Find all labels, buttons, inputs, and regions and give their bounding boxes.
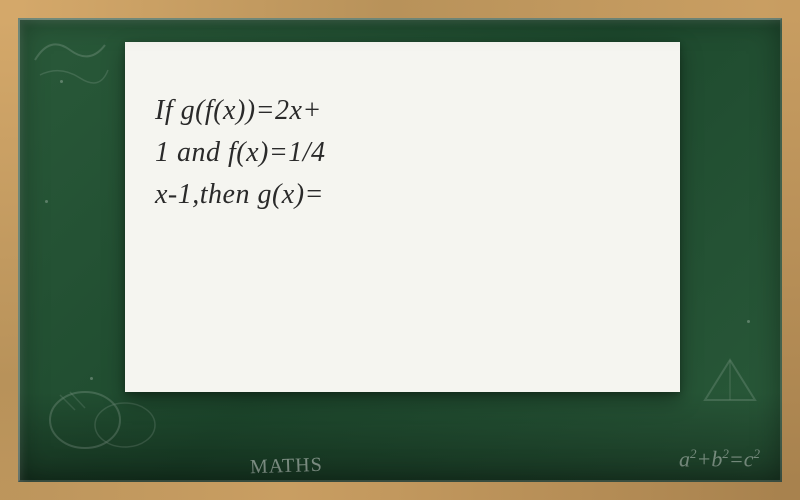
frame-inner-border <box>18 18 782 482</box>
